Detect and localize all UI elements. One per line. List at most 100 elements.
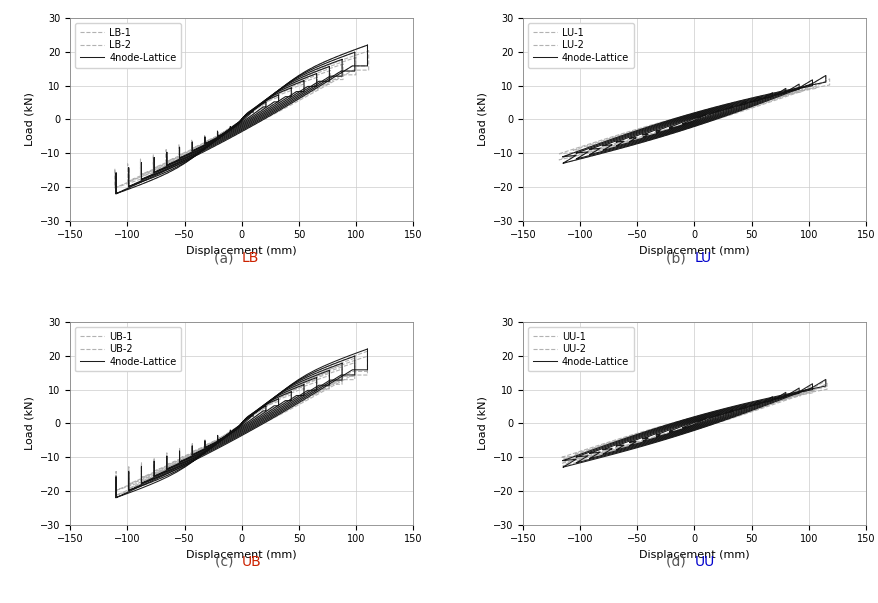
UB-1 xyxy=(225,429,235,437)
4node-Lattice xyxy=(245,107,255,114)
Line: UB-1: UB-1 xyxy=(230,414,253,433)
UB-2 xyxy=(236,419,247,426)
4node-Lattice xyxy=(225,126,235,133)
LU-2 xyxy=(685,116,695,124)
4node-Lattice xyxy=(688,115,699,122)
LB-2 xyxy=(245,108,255,115)
LB-1 xyxy=(245,107,255,114)
UU-2 xyxy=(687,421,697,428)
UU-1 xyxy=(685,420,695,428)
Y-axis label: Load (kN): Load (kN) xyxy=(25,396,34,450)
4node-Lattice xyxy=(677,121,687,128)
LU-1 xyxy=(683,119,694,126)
4node-Lattice xyxy=(225,430,235,437)
LU-1 xyxy=(693,115,703,122)
4node-Lattice xyxy=(685,420,695,428)
LB-1 xyxy=(236,115,247,122)
LU-1 xyxy=(677,120,687,127)
Line: UU-1: UU-1 xyxy=(682,418,705,428)
LB-1 xyxy=(225,126,235,133)
4node-Lattice xyxy=(683,423,694,430)
Legend: UB-1, UB-2, 4node-Lattice: UB-1, UB-2, 4node-Lattice xyxy=(76,327,181,371)
4node-Lattice xyxy=(683,119,694,126)
UU-1 xyxy=(687,421,697,429)
4node-Lattice xyxy=(248,106,258,113)
4node-Lattice xyxy=(244,411,255,418)
LB-1 xyxy=(244,107,255,115)
UB-2 xyxy=(225,429,235,436)
UB-2 xyxy=(244,412,255,420)
UB-1 xyxy=(248,411,258,418)
LU-1 xyxy=(677,120,687,127)
Line: 4node-Lattice: 4node-Lattice xyxy=(682,418,705,428)
4node-Lattice xyxy=(700,415,710,422)
Line: UB-2: UB-2 xyxy=(230,414,253,432)
LU-1 xyxy=(680,118,691,125)
4node-Lattice xyxy=(225,126,235,133)
4node-Lattice xyxy=(677,424,687,431)
UB-1 xyxy=(244,412,255,419)
UB-1 xyxy=(248,411,258,418)
4node-Lattice xyxy=(680,118,691,125)
4node-Lattice xyxy=(244,107,255,115)
Text: LB: LB xyxy=(241,251,259,265)
UU-1 xyxy=(677,424,687,431)
UB-2 xyxy=(242,416,253,423)
LB-2 xyxy=(248,107,258,114)
Line: LU-1: LU-1 xyxy=(682,115,705,124)
UB-1 xyxy=(225,429,235,437)
UB-2 xyxy=(245,412,255,419)
Y-axis label: Load (kN): Load (kN) xyxy=(477,92,486,147)
Legend: UU-1, UU-2, 4node-Lattice: UU-1, UU-2, 4node-Lattice xyxy=(527,327,633,371)
LB-2 xyxy=(225,125,235,132)
Line: LU-2: LU-2 xyxy=(682,115,705,124)
LU-2 xyxy=(677,121,687,128)
4node-Lattice xyxy=(245,411,255,418)
4node-Lattice xyxy=(248,409,258,417)
X-axis label: Displacement (mm): Displacement (mm) xyxy=(638,550,749,560)
LU-2 xyxy=(687,117,697,124)
UB-2 xyxy=(225,429,235,436)
4node-Lattice xyxy=(248,411,258,418)
Text: UU: UU xyxy=(694,555,714,569)
LB-1 xyxy=(248,107,258,115)
4node-Lattice xyxy=(225,430,235,437)
4node-Lattice xyxy=(693,418,703,426)
4node-Lattice xyxy=(242,112,253,119)
LU-1 xyxy=(688,115,699,122)
4node-Lattice xyxy=(236,115,247,122)
4node-Lattice xyxy=(677,120,687,127)
LB-1 xyxy=(242,112,253,119)
LU-2 xyxy=(693,115,703,122)
LB-2 xyxy=(245,108,255,115)
Line: LB-1: LB-1 xyxy=(230,109,253,130)
UU-1 xyxy=(677,425,687,432)
Y-axis label: Load (kN): Load (kN) xyxy=(477,396,486,450)
LU-2 xyxy=(677,120,687,127)
4node-Lattice xyxy=(687,421,697,429)
UU-2 xyxy=(693,418,703,426)
LU-2 xyxy=(688,115,699,122)
LU-2 xyxy=(677,120,687,127)
Text: (a): (a) xyxy=(213,251,241,265)
LB-1 xyxy=(248,106,258,113)
LB-2 xyxy=(242,112,253,119)
LU-1 xyxy=(685,116,695,124)
LB-2 xyxy=(248,108,258,115)
UU-2 xyxy=(677,424,687,431)
UU-1 xyxy=(700,415,710,422)
4node-Lattice xyxy=(677,424,687,431)
4node-Lattice xyxy=(236,419,247,426)
UU-1 xyxy=(677,424,687,431)
UU-2 xyxy=(700,415,710,422)
UB-1 xyxy=(225,429,235,437)
UU-2 xyxy=(677,425,687,432)
LB-1 xyxy=(225,126,235,133)
4node-Lattice xyxy=(677,120,687,127)
UB-2 xyxy=(248,412,258,419)
4node-Lattice xyxy=(225,430,235,437)
4node-Lattice xyxy=(677,425,687,432)
UU-2 xyxy=(677,424,687,431)
4node-Lattice xyxy=(248,107,258,114)
Line: UU-2: UU-2 xyxy=(682,418,705,428)
